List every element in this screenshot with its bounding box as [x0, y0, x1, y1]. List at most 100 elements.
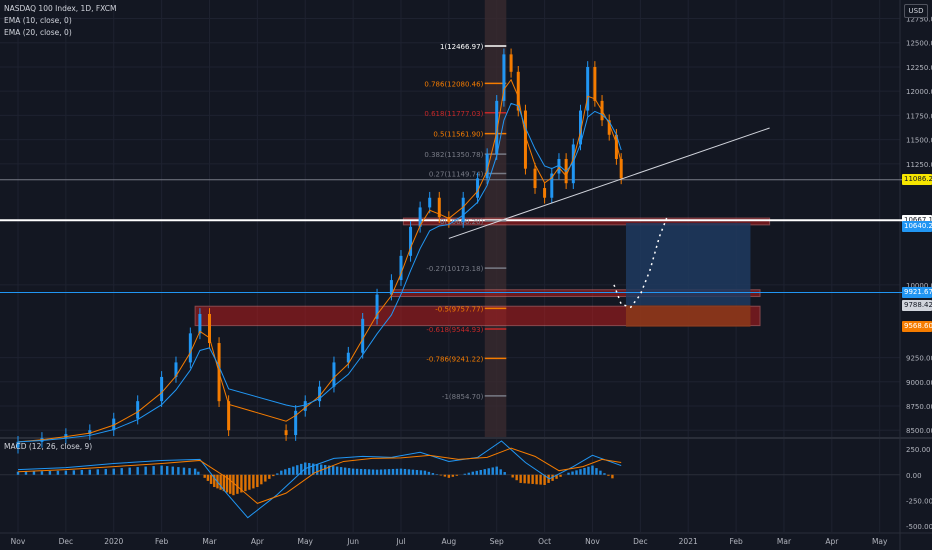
- macd-histogram-bar: [232, 474, 235, 496]
- time-tick-label: Mar: [202, 537, 217, 546]
- macd-histogram-bar: [491, 467, 494, 475]
- macd-histogram-bar: [535, 474, 538, 485]
- candle-body: [495, 100, 499, 155]
- time-tick-label: Jun: [346, 537, 359, 546]
- macd-histogram-bar: [256, 474, 259, 488]
- candle-body: [619, 158, 623, 179]
- macd-histogram-bar: [575, 470, 578, 475]
- macd-histogram-bar: [531, 474, 534, 484]
- price-tick-label: 9000.00: [906, 379, 932, 387]
- candle-body: [543, 188, 547, 198]
- candle-body: [607, 120, 611, 135]
- candle-body: [461, 197, 465, 222]
- macd-histogram-bar: [607, 474, 610, 476]
- candle-body: [136, 401, 140, 419]
- macd-histogram-bar: [343, 467, 347, 475]
- macd-histogram-bar: [519, 474, 522, 483]
- price-tag: 11086.29: [902, 174, 932, 186]
- candle-body: [361, 318, 365, 353]
- macd-histogram-bar: [16, 471, 20, 475]
- candle-body: [418, 207, 422, 227]
- macd-histogram-bar: [371, 469, 375, 475]
- macd-histogram-bar: [395, 468, 399, 475]
- macd-tick-label: 250.00: [906, 446, 931, 454]
- time-tick-label: Sep: [490, 537, 504, 546]
- fib-level-label: 0.27(11149.74): [429, 171, 484, 179]
- macd-histogram-bar: [555, 474, 558, 479]
- candle-body: [16, 441, 20, 448]
- macd-histogram-bar: [335, 466, 339, 475]
- macd-histogram-bar: [435, 474, 439, 475]
- candle-body: [509, 54, 513, 72]
- macd-histogram-bar: [296, 465, 299, 475]
- macd-histogram-bar: [24, 471, 28, 475]
- candle-body: [447, 217, 451, 222]
- time-tick-label: Feb: [729, 537, 743, 546]
- macd-histogram-bar: [182, 467, 186, 475]
- price-tag: 9921.67: [902, 287, 932, 298]
- macd-histogram-bar: [171, 466, 174, 475]
- candle-body: [188, 333, 192, 363]
- macd-histogram-bar: [319, 464, 323, 475]
- macd-tick-label: -250.00: [906, 497, 932, 505]
- macd-histogram-bar: [193, 468, 197, 475]
- macd-histogram-bar: [206, 474, 210, 481]
- currency-button[interactable]: USD: [904, 4, 928, 18]
- fib-level-label: 0.5(11561.90): [433, 131, 483, 139]
- macd-histogram-bar: [363, 469, 367, 475]
- macd-histogram-bar: [447, 474, 451, 478]
- macd-histogram-bar: [451, 474, 455, 477]
- macd-histogram-bar: [120, 468, 123, 475]
- macd-histogram-bar: [56, 470, 60, 475]
- price-tick-label: 8750.00: [906, 403, 932, 411]
- candle-body: [502, 54, 506, 101]
- target-zone: [625, 222, 751, 306]
- macd-histogram-bar: [260, 474, 263, 485]
- signal-line: [17, 447, 622, 504]
- macd-histogram-bar: [188, 468, 191, 475]
- price-tick-label: 12750.00: [906, 16, 932, 24]
- macd-histogram-bar: [209, 474, 213, 484]
- fib-level-label: 0(10660.20): [440, 218, 484, 226]
- candle-body: [207, 313, 211, 344]
- macd-histogram-bar: [80, 469, 84, 475]
- macd-histogram-bar: [411, 469, 415, 475]
- macd-histogram-bar: [595, 468, 598, 475]
- time-tick-label: May: [872, 537, 888, 546]
- stop-zone: [625, 305, 751, 327]
- price-tick-label: 12500.00: [906, 40, 932, 48]
- macd-histogram-bar: [515, 474, 518, 481]
- macd-histogram-bar: [399, 468, 403, 475]
- macd-histogram-bar: [136, 467, 139, 475]
- macd-histogram-bar: [579, 469, 582, 475]
- candle-body: [160, 376, 164, 402]
- candle-body: [112, 418, 116, 431]
- macd-histogram-bar: [387, 469, 391, 475]
- macd-histogram-bar: [583, 467, 586, 475]
- macd-histogram-bar: [495, 466, 498, 475]
- macd-histogram-bar: [423, 470, 427, 475]
- macd-histogram-bar: [543, 474, 546, 485]
- macd-histogram-bar: [347, 468, 351, 475]
- macd-histogram-bar: [511, 474, 514, 478]
- candle-body: [284, 430, 288, 436]
- time-tick-label: 2020: [104, 537, 123, 546]
- price-tag: 9568.60: [902, 321, 932, 333]
- macd-histogram-bar: [280, 470, 283, 475]
- ema20-line: [17, 102, 622, 443]
- macd-histogram-bar: [479, 469, 482, 475]
- candle-body: [375, 294, 379, 319]
- macd-histogram-bar: [284, 469, 287, 475]
- macd-histogram-bar: [166, 466, 169, 475]
- fib-level-label: 1(12466.97): [440, 43, 484, 51]
- fib-level-label: 0.382(11350.78): [424, 151, 483, 159]
- macd-histogram-bar: [403, 468, 407, 475]
- macd-histogram-bar: [72, 470, 76, 475]
- macd-histogram-bar: [471, 471, 474, 475]
- macd-histogram-bar: [379, 469, 383, 475]
- macd-histogram-bar: [203, 474, 206, 478]
- macd-histogram-bar: [64, 470, 68, 475]
- macd-histogram-bar: [288, 467, 291, 475]
- candle-body: [593, 66, 597, 101]
